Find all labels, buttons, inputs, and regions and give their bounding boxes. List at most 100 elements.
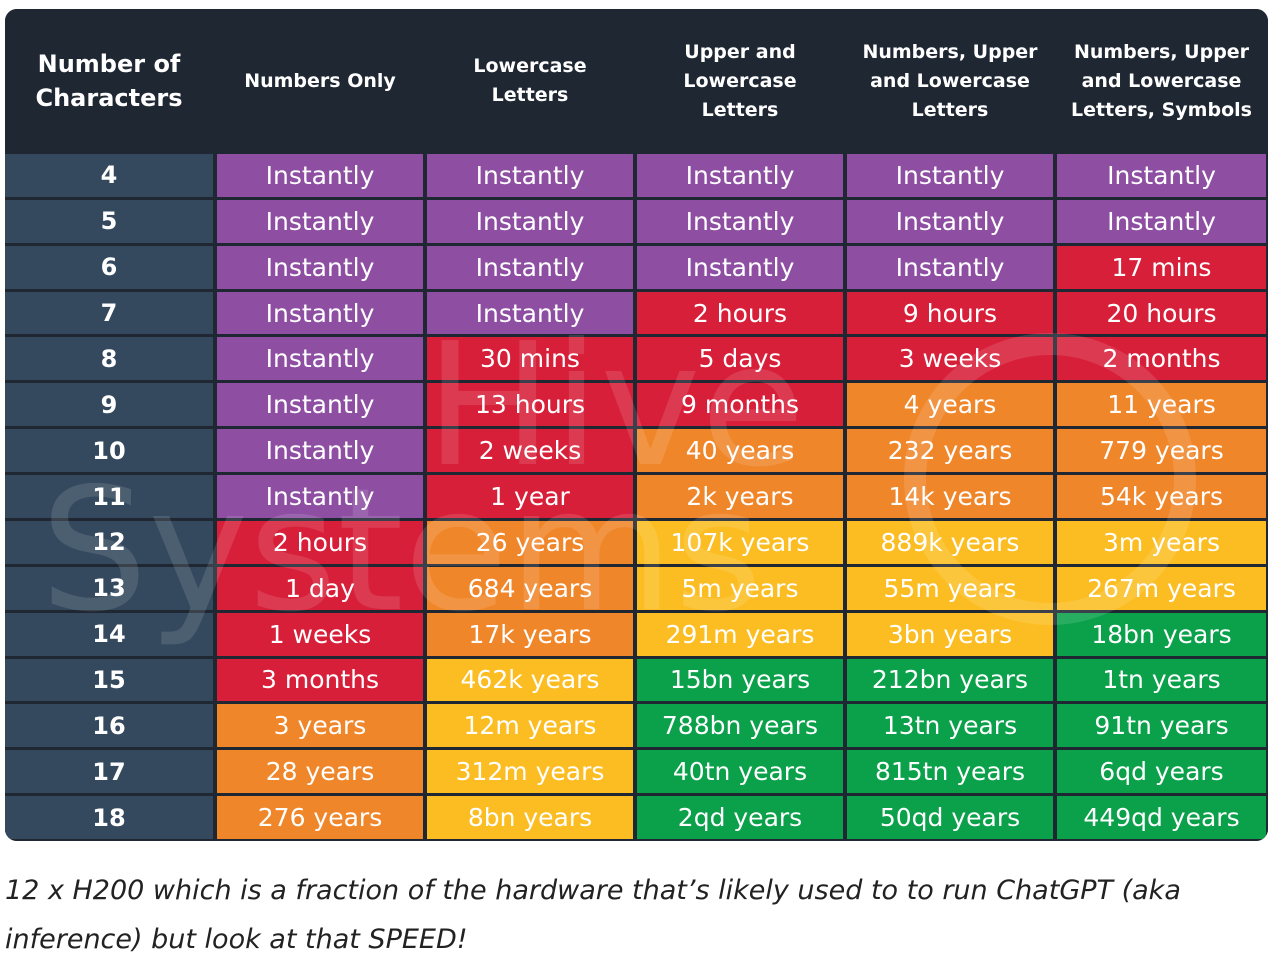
row-header: 7 [5, 291, 213, 335]
table-cell: 1 year [427, 475, 633, 518]
table-cell: Instantly [217, 383, 423, 427]
row-header: 14 [5, 612, 213, 656]
row-header: 9 [5, 383, 213, 427]
table-cell: 449qd years [1057, 796, 1266, 840]
table-cell: 3 months [217, 658, 423, 702]
table-cell: 1 weeks [217, 612, 423, 656]
table-cell: 50qd years [847, 796, 1053, 840]
table-cell: 8bn years [427, 796, 633, 840]
table-cell: 11 years [1057, 383, 1266, 427]
table-cell: 9 hours [847, 291, 1053, 335]
table-cell: 18bn years [1057, 612, 1266, 656]
table-cell: Instantly [217, 337, 423, 381]
row-header: 13 [5, 566, 213, 610]
table-cell: Instantly [637, 245, 843, 289]
table-cell: 13tn years [847, 704, 1053, 748]
password-crack-time-table: Number of Characters Numbers Only Lowercas… [5, 9, 1268, 841]
table-cell: Instantly [427, 291, 633, 335]
table-cell: 13 hours [427, 383, 633, 427]
table-cell: 20 hours [1057, 291, 1266, 335]
row-header: 10 [5, 429, 213, 473]
row-header: 12 [5, 520, 213, 564]
table-cell: 17k years [427, 612, 633, 656]
table-cell: 267m years [1057, 566, 1266, 610]
table-cell: 788bn years [637, 704, 843, 748]
row-header: 11 [5, 475, 213, 518]
table-cell: Instantly [217, 154, 423, 197]
row-header: 18 [5, 796, 213, 840]
table-cell: 14k years [847, 475, 1053, 518]
table-body: 4 Instantly Instantly Instantly Instantly Ins… [5, 153, 1268, 841]
table-cell: Instantly [1057, 154, 1266, 197]
table-cell: 6qd years [1057, 750, 1266, 794]
table-cell: Instantly [427, 199, 633, 243]
row-header: 8 [5, 337, 213, 381]
table-cell: 2 hours [217, 520, 423, 564]
row-header: 16 [5, 704, 213, 748]
column-header: Number of Characters [35, 50, 183, 112]
table-cell: 5 days [637, 337, 843, 381]
table-cell: Instantly [427, 154, 633, 197]
table-cell: 5m years [637, 566, 843, 610]
column-header: Upper and Lowercase Letters [683, 40, 797, 121]
table-cell: 4 years [847, 383, 1053, 427]
table-cell: Instantly [847, 199, 1053, 243]
table-header: Number of Characters Numbers Only Lowercas… [5, 9, 1268, 153]
table-cell: 232 years [847, 429, 1053, 473]
table-cell: 779 years [1057, 429, 1266, 473]
table-cell: 889k years [847, 520, 1053, 564]
table-cell: 212bn years [847, 658, 1053, 702]
row-header: 4 [5, 154, 213, 197]
table-cell: 3 weeks [847, 337, 1053, 381]
table-cell: Instantly [217, 291, 423, 335]
row-header: 17 [5, 750, 213, 794]
table-cell: 9 months [637, 383, 843, 427]
table-cell: 40tn years [637, 750, 843, 794]
table-cell: 3bn years [847, 612, 1053, 656]
row-header: 15 [5, 658, 213, 702]
table-cell: 2k years [637, 475, 843, 518]
table-cell: Instantly [847, 245, 1053, 289]
table-cell: 17 mins [1057, 245, 1266, 289]
table-cell: 54k years [1057, 475, 1266, 518]
table-cell: 91tn years [1057, 704, 1266, 748]
table-cell: Instantly [217, 475, 423, 518]
table-cell: Instantly [217, 245, 423, 289]
table-cell: 815tn years [847, 750, 1053, 794]
table-cell: 3 years [217, 704, 423, 748]
table-cell: Instantly [217, 199, 423, 243]
table-cell: 2qd years [637, 796, 843, 840]
table-cell: 30 mins [427, 337, 633, 381]
table-cell: 28 years [217, 750, 423, 794]
table-cell: Instantly [1057, 199, 1266, 243]
table-cell: 2 hours [637, 291, 843, 335]
table-cell: Instantly [637, 199, 843, 243]
table-cell: 1 day [217, 566, 423, 610]
row-header: 6 [5, 245, 213, 289]
table-cell: 462k years [427, 658, 633, 702]
table-cell: Instantly [847, 154, 1053, 197]
column-header: Lowercase Letters [473, 55, 587, 106]
table-cell: 12m years [427, 704, 633, 748]
table-cell: 684 years [427, 566, 633, 610]
table-cell: Instantly [217, 429, 423, 473]
table-cell: 40 years [637, 429, 843, 473]
column-header: Numbers Only [244, 69, 396, 92]
table-cell: 15bn years [637, 658, 843, 702]
table-cell: 3m years [1057, 520, 1266, 564]
table-cell: 276 years [217, 796, 423, 840]
table-cell: 55m years [847, 566, 1053, 610]
table-cell: 1tn years [1057, 658, 1266, 702]
column-header: Numbers, Upper and Lowercase Letters [862, 40, 1038, 121]
column-header: Numbers, Upper and Lowercase Letters, Sy… [1071, 40, 1252, 121]
caption-text: 12 x H200 which is a fraction of the har… [5, 875, 1181, 955]
table-cell: Instantly [427, 245, 633, 289]
table-cell: Instantly [637, 154, 843, 197]
table-cell: 26 years [427, 520, 633, 564]
table-cell: 2 months [1057, 337, 1266, 381]
row-header: 5 [5, 199, 213, 243]
table-cell: 291m years [637, 612, 843, 656]
table-cell: 107k years [637, 520, 843, 564]
table-cell: 2 weeks [427, 429, 633, 473]
table-cell: 312m years [427, 750, 633, 794]
